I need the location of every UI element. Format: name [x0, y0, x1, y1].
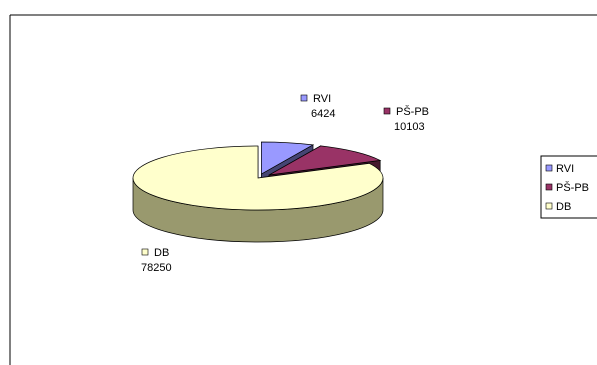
data-label-swatch — [141, 248, 149, 256]
data-label-name: PŠ-PB — [396, 105, 429, 118]
legend-swatch-ps-pb — [545, 183, 553, 191]
legend-swatch-db — [545, 202, 553, 210]
legend-swatch-rvi — [545, 164, 553, 172]
data-label-value: 78250 — [141, 262, 172, 274]
slice-db-top — [132, 145, 384, 211]
data-label-value: 6424 — [311, 108, 335, 120]
data-label-db: DB 78250 — [141, 247, 172, 274]
pie-layer — [132, 141, 384, 243]
slice-ps-pb-top — [268, 145, 382, 176]
data-label-name: DB — [154, 247, 169, 259]
data-label-ps-pb: PŠ-PB 10103 — [383, 105, 429, 133]
slice-db — [132, 145, 384, 243]
legend-label-ps-pb: PŠ-PB — [556, 181, 589, 194]
slice-rvi-top — [261, 141, 315, 175]
legend: RVI PŠ-PB DB — [540, 155, 597, 219]
data-labels: RVI 6424 PŠ-PB 10103 DB 78250 — [141, 93, 429, 274]
data-label-value: 10103 — [394, 121, 425, 133]
legend-label-rvi: RVI — [556, 163, 574, 175]
data-label-swatch — [300, 94, 308, 102]
legend-label-db: DB — [556, 201, 571, 213]
data-label-name: RVI — [313, 93, 331, 105]
data-label-swatch — [383, 107, 391, 115]
data-label-rvi: RVI 6424 — [300, 93, 335, 120]
